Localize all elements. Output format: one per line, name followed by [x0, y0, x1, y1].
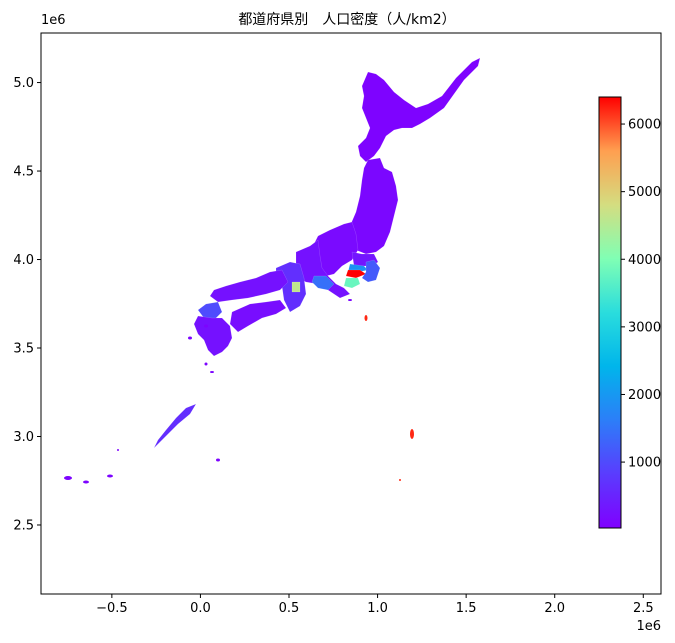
y-tick-label: 4.0 [13, 253, 34, 268]
island [216, 458, 220, 462]
y-tick-label: 3.5 [13, 342, 34, 357]
colorbar: 1000 2000 3000 4000 5000 6000 [598, 96, 661, 529]
y-tick-label: 2.5 [13, 518, 34, 533]
prefecture-region [361, 259, 381, 283]
y-axis: 2.5 3.0 3.5 4.0 4.5 5.0 [13, 76, 41, 533]
island [410, 429, 414, 439]
island [399, 479, 401, 481]
prefecture-region [311, 275, 335, 291]
prefecture-region [345, 269, 367, 279]
x-tick-label: 1.0 [367, 601, 388, 616]
colorbar-tick-label: 3000 [628, 320, 661, 335]
colorbar-gradient [598, 96, 622, 529]
colorbar-tick-label: 1000 [628, 456, 661, 471]
x-tick-label: −0.5 [96, 601, 128, 616]
x-tick-label: 2.0 [544, 601, 565, 616]
colorbar-tick-label: 5000 [628, 185, 661, 200]
island [210, 371, 214, 373]
island [204, 324, 208, 328]
prefecture-region [193, 315, 233, 357]
island [204, 362, 208, 366]
y-tick-label: 3.0 [13, 430, 34, 445]
prefecture-region [229, 299, 287, 333]
japan-map [64, 57, 481, 484]
prefecture-region [357, 57, 481, 163]
island [64, 476, 72, 480]
island [348, 299, 352, 301]
prefecture-region [153, 403, 197, 449]
prefecture-region [209, 269, 289, 303]
x-tick-label: 0.5 [279, 601, 300, 616]
x-tick-label: 1.5 [456, 601, 477, 616]
prefecture-region [349, 157, 399, 255]
x-axis: −0.5 0.0 0.5 1.0 1.5 2.0 2.5 [96, 594, 654, 616]
island [364, 315, 368, 321]
colorbar-tick-label: 2000 [628, 388, 661, 403]
y-axis-exponent: 1e6 [41, 13, 66, 28]
x-tick-label: 2.5 [633, 601, 654, 616]
y-tick-label: 5.0 [13, 76, 34, 91]
colorbar-tick-label: 4000 [628, 253, 661, 268]
island [83, 480, 89, 484]
prefecture-region [291, 281, 301, 293]
prefecture-region [343, 277, 361, 289]
island [107, 474, 113, 478]
x-axis-exponent: 1e6 [636, 619, 661, 634]
colorbar-ticks: 1000 2000 3000 4000 5000 6000 [621, 118, 661, 471]
map-title: 都道府県別 人口密度（人/km2） [238, 11, 455, 28]
x-tick-label: 0.0 [190, 601, 211, 616]
plot-area [40, 32, 662, 595]
colorbar-tick-label: 6000 [628, 118, 661, 133]
island [188, 336, 192, 340]
y-tick-label: 4.5 [13, 165, 34, 180]
island [117, 449, 119, 451]
